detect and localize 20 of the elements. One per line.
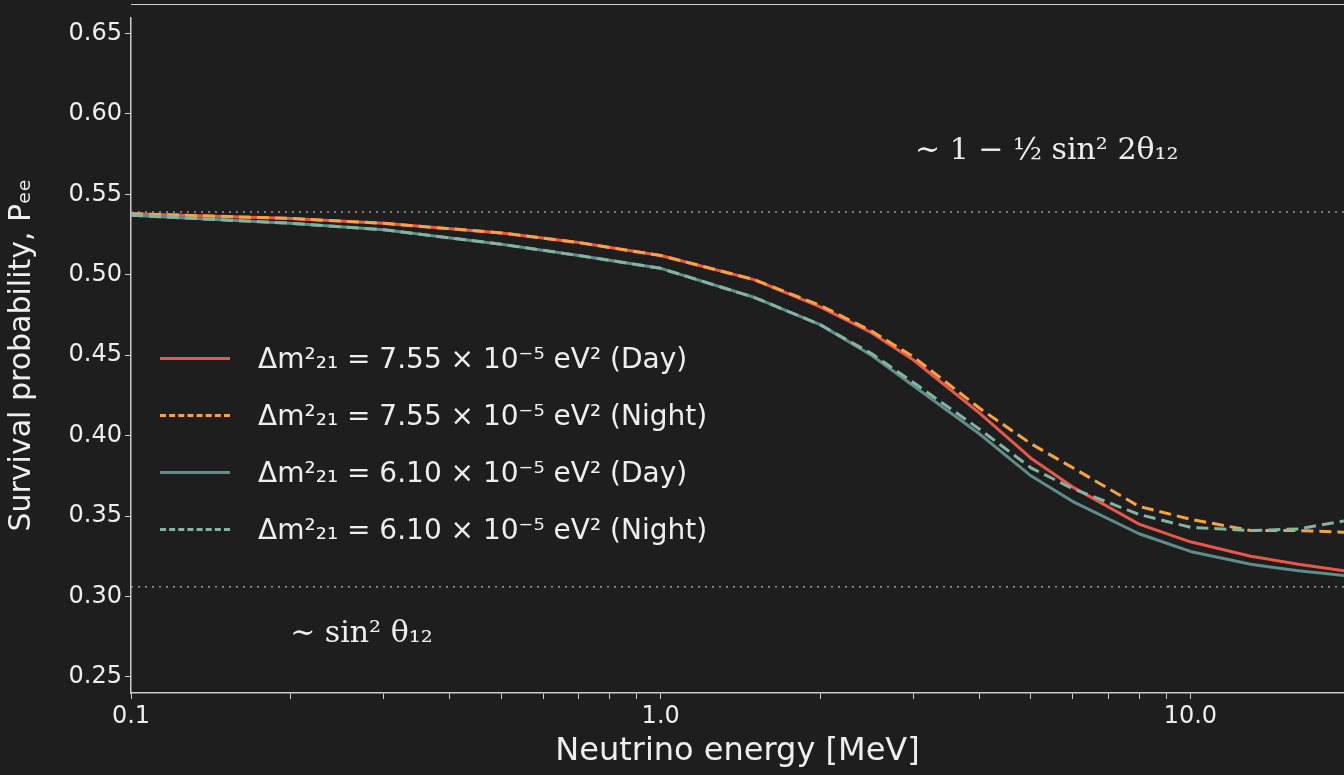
y-tick-label: 0.50 xyxy=(68,259,122,288)
x-axis-title: Neutrino energy [MeV] xyxy=(555,730,920,769)
y-tick-label: 0.35 xyxy=(68,500,122,529)
y-tick-label: 0.55 xyxy=(68,178,122,207)
legend-label: Δm²₂₁ = 6.10 × 10⁻⁵ eV² (Day) xyxy=(258,456,688,489)
y-tick-label: 0.25 xyxy=(68,661,122,690)
ref-line-label: ∼ sin² θ₁₂ xyxy=(290,613,433,649)
x-tick-label: 1.0 xyxy=(641,700,680,729)
legend-label: Δm²₂₁ = 7.55 × 10⁻⁵ eV² (Day) xyxy=(258,342,688,375)
y-axis-title: Survival probability, Pₑₑ xyxy=(1,178,37,532)
legend-label: Δm²₂₁ = 7.55 × 10⁻⁵ eV² (Night) xyxy=(258,399,708,432)
x-tick-label: 10.0 xyxy=(1163,700,1218,729)
y-tick-label: 0.40 xyxy=(68,419,122,448)
y-tick-label: 0.60 xyxy=(68,98,122,127)
legend-label: Δm²₂₁ = 6.10 × 10⁻⁵ eV² (Night) xyxy=(258,513,708,546)
y-tick-label: 0.30 xyxy=(68,580,122,609)
ref-line-label: ∼ 1 − ½ sin² 2θ₁₂ xyxy=(914,130,1179,166)
y-tick-label: 0.45 xyxy=(68,339,122,368)
y-tick-label: 0.65 xyxy=(68,17,122,46)
x-tick-label: 0.1 xyxy=(111,700,151,729)
